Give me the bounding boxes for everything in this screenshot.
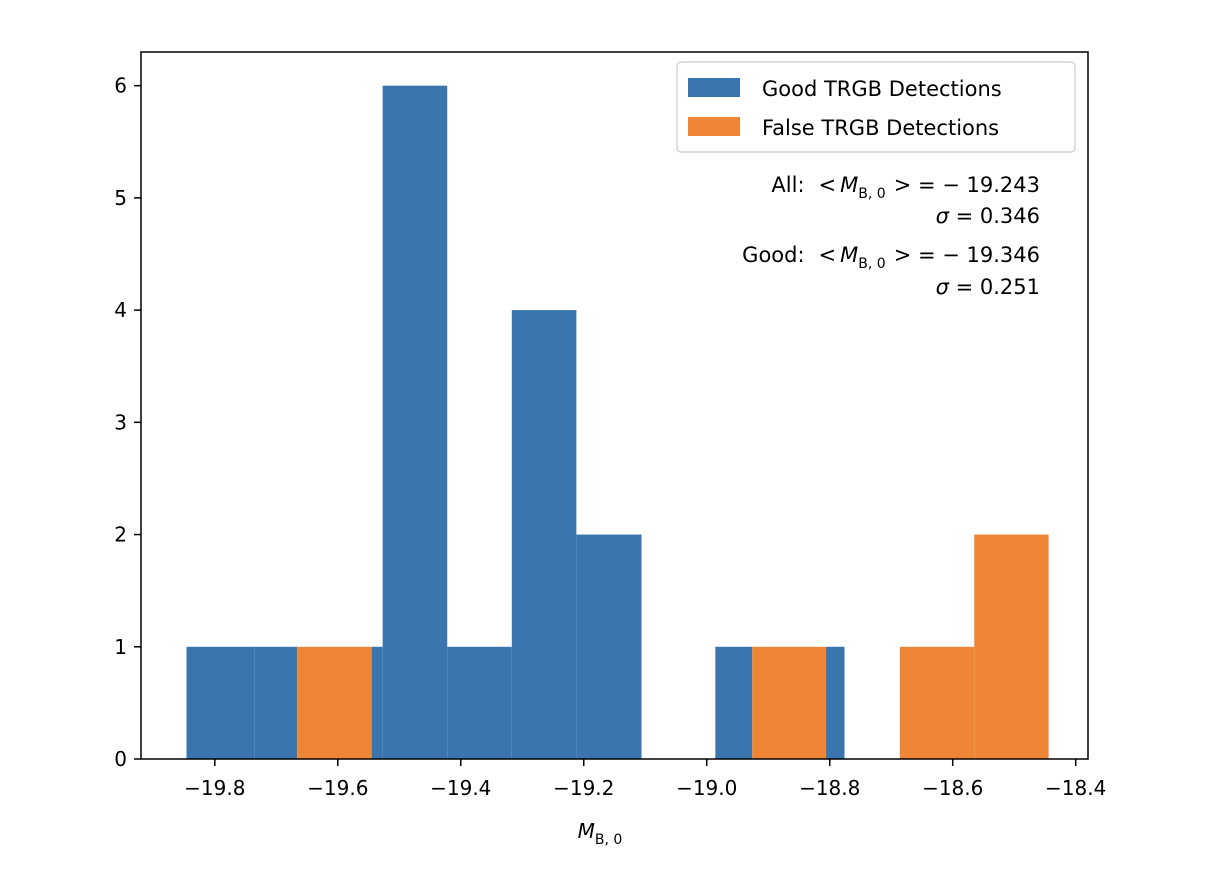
y-tick-label: 3 [114, 410, 127, 434]
false-series-bars [297, 534, 1049, 759]
good-bar-2 [371, 646, 383, 759]
x-tick-label: −19.8 [184, 776, 245, 800]
legend-swatch-false [688, 117, 740, 136]
x-axis-title-subscript: B, 0 [595, 832, 622, 848]
y-tick-label: 4 [114, 298, 127, 322]
x-axis-title: MB, 0 [578, 819, 623, 848]
stat-all-sigma: σ = 0.346 [936, 204, 1040, 228]
stat-good-mean-value: > = − 19.346 [894, 243, 1040, 267]
x-tick-label: −18.4 [1045, 776, 1106, 800]
x-axis-ticks: −19.8 −19.6 −19.4 −19.2 −19.0 −18.8 −18.6 −18.4 [184, 759, 1106, 800]
y-tick-label: 5 [114, 186, 127, 210]
y-axis-ticks: 0 1 2 3 4 5 6 [114, 74, 141, 771]
good-bar-1 [254, 646, 298, 759]
good-series-bars [186, 85, 845, 759]
stat-all-sigma-value: = 0.346 [949, 204, 1040, 228]
x-tick-label: −18.6 [922, 776, 983, 800]
plot-frame [140, 51, 1089, 760]
stat-all-sigma-symbol: σ [936, 204, 950, 228]
false-bar-3 [974, 534, 1049, 759]
good-bar-6 [576, 534, 642, 759]
stat-good-mean-subscript: B, 0 [858, 256, 885, 272]
x-tick-label: −18.8 [799, 776, 860, 800]
stat-good-mean-symbol: M [840, 243, 858, 267]
false-bar-0 [297, 646, 372, 759]
x-tick-label: −19.2 [553, 776, 614, 800]
legend-label-false: False TRGB Detections [762, 116, 999, 140]
stat-all-mean: All: < MB, 0 > = − 19.243 [771, 173, 1040, 202]
stat-good-mean: Good: < MB, 0 > = − 19.346 [742, 243, 1040, 272]
legend-swatch-good [688, 78, 740, 97]
legend: Good TRGB Detections False TRGB Detectio… [676, 61, 1076, 153]
good-bar-3 [382, 85, 448, 759]
stat-all-label: All: [771, 173, 804, 197]
stat-all-mean-subscript: B, 0 [858, 186, 885, 202]
stat-good-sigma: σ = 0.251 [936, 275, 1040, 299]
stat-all-mean-value: > = − 19.243 [894, 173, 1040, 197]
good-bar-4 [447, 646, 512, 759]
good-bar-8 [826, 646, 845, 759]
stat-good-sigma-value: = 0.251 [949, 275, 1040, 299]
x-tick-label: −19.4 [430, 776, 491, 800]
stat-good-label: Good: [742, 243, 804, 267]
stat-all-mean-symbol: M [840, 173, 858, 197]
y-tick-label: 0 [114, 747, 127, 771]
stats-annotation: All: < MB, 0 > = − 19.243 σ = 0.346 Good: < M… [742, 173, 1040, 299]
legend-label-good: Good TRGB Detections [762, 77, 1002, 101]
y-tick-label: 2 [114, 523, 127, 547]
y-tick-label: 1 [114, 635, 127, 659]
good-bar-7 [715, 646, 753, 759]
false-bar-1 [752, 646, 827, 759]
stat-all-mean-open: < [819, 173, 837, 197]
x-tick-label: −19.6 [307, 776, 368, 800]
stat-good-sigma-symbol: σ [936, 275, 950, 299]
y-tick-label: 6 [114, 74, 127, 98]
legend-box [676, 61, 1076, 153]
x-tick-label: −19.0 [676, 776, 737, 800]
false-bar-2 [899, 646, 975, 759]
good-bar-5 [511, 310, 577, 759]
stat-good-mean-open: < [819, 243, 837, 267]
good-bar-0 [186, 646, 255, 759]
